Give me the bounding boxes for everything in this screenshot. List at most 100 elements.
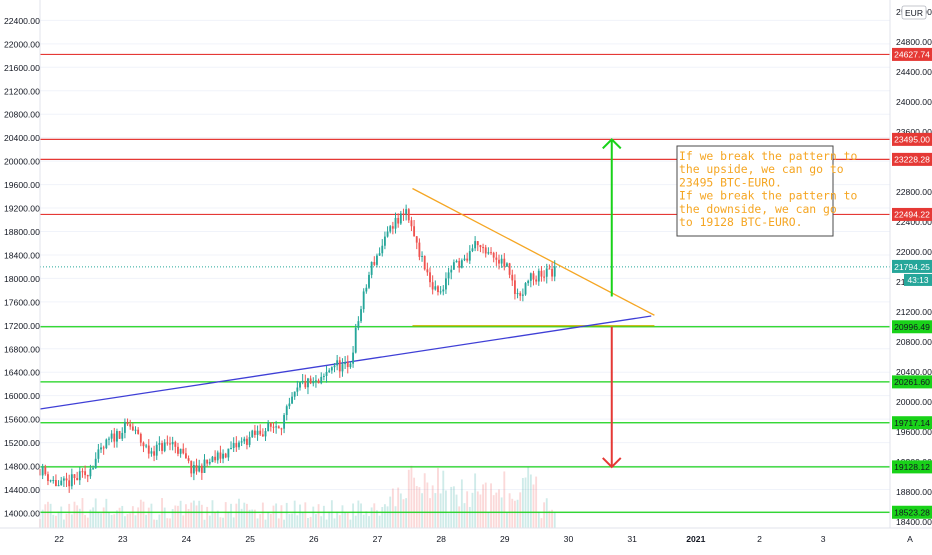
level-price-tag[interactable] xyxy=(892,505,932,519)
current-price-tag[interactable] xyxy=(892,259,932,273)
upside-target-arrow-head[interactable] xyxy=(602,137,622,150)
candle-body xyxy=(60,480,63,486)
auto-scale-toggle[interactable]: A xyxy=(907,534,913,544)
left-axis-tick: 20400.00 xyxy=(4,133,40,143)
volume-bar xyxy=(192,500,195,528)
level-price-label: 20996.49 xyxy=(894,322,930,332)
volume-bar xyxy=(397,487,400,528)
volume-bar xyxy=(391,488,394,528)
volume-bar xyxy=(399,493,402,528)
candle-body xyxy=(158,443,161,445)
right-axis-tick: 20400.00 xyxy=(896,367,932,377)
right-axis-tick: 24400.00 xyxy=(896,67,932,77)
volume-bar xyxy=(200,504,203,528)
candle-body xyxy=(365,287,368,292)
downside-target-arrow-head[interactable] xyxy=(602,457,622,469)
candle-body xyxy=(230,447,232,449)
candle-body xyxy=(161,443,163,451)
volume-bar xyxy=(376,510,378,528)
volume-bar xyxy=(179,500,182,528)
volume-bar xyxy=(227,511,230,528)
candle-body xyxy=(344,362,347,365)
candle-body xyxy=(312,380,315,384)
left-axis-tick: 18000.00 xyxy=(4,274,40,284)
candle-body xyxy=(399,213,402,224)
volume-bar xyxy=(155,519,158,528)
volume-bar xyxy=(142,501,145,528)
volume-bar xyxy=(415,486,418,528)
volume-bar xyxy=(65,513,68,528)
candle-body xyxy=(211,456,214,463)
currency-badge[interactable] xyxy=(901,5,927,20)
left-axis-tick: 17600.00 xyxy=(4,297,40,307)
candle-body xyxy=(116,431,118,442)
left-axis-tick: 19200.00 xyxy=(4,204,40,214)
volume-bar xyxy=(540,518,543,528)
volume-bar xyxy=(153,519,156,528)
level-price-tag[interactable] xyxy=(892,47,932,61)
right-axis-tick: 23600.00 xyxy=(896,127,932,137)
target-arrows[interactable] xyxy=(602,137,622,469)
volume-bar xyxy=(232,517,235,528)
volume-bar xyxy=(208,515,211,528)
candle-body xyxy=(251,430,254,438)
level-price-label: 22494.22 xyxy=(894,210,930,220)
trendlines[interactable] xyxy=(39,187,655,410)
candle-body xyxy=(102,447,105,449)
candle-body xyxy=(296,387,299,392)
volume-bar xyxy=(166,518,169,528)
candle-body xyxy=(455,260,458,263)
volume-bar xyxy=(357,500,360,528)
candle-body xyxy=(391,226,394,229)
candle-body xyxy=(442,289,445,292)
candle-body xyxy=(139,433,142,443)
level-price-tag[interactable] xyxy=(892,416,932,430)
volume-bar xyxy=(383,504,386,528)
level-price-tag[interactable] xyxy=(892,132,932,146)
candle-body xyxy=(169,443,171,445)
volume-bar xyxy=(269,513,272,528)
level-price-tag[interactable] xyxy=(892,207,932,221)
left-axis-tick: 22000.00 xyxy=(4,39,40,49)
volume-bar xyxy=(338,515,341,528)
candle-body xyxy=(386,231,389,237)
volume-bar xyxy=(320,516,323,528)
volume-bar xyxy=(452,486,455,528)
level-price-tag[interactable] xyxy=(892,152,932,166)
level-price-label: 19717.14 xyxy=(894,418,930,428)
volume-bar xyxy=(529,474,532,528)
candle-body xyxy=(76,477,79,481)
candle-body xyxy=(535,279,538,282)
candle-body xyxy=(540,270,543,277)
volume-bar xyxy=(280,505,283,528)
volume-bar xyxy=(94,498,97,528)
candle-body xyxy=(426,269,429,273)
right-axis-tick: 20000.00 xyxy=(896,397,932,407)
volume-bar xyxy=(68,503,71,528)
volume-bar xyxy=(381,507,384,528)
volume-bar xyxy=(134,515,137,528)
candle-body xyxy=(474,241,477,249)
candle-body xyxy=(354,327,357,353)
volume-bar xyxy=(177,505,179,528)
level-price-tag[interactable] xyxy=(892,320,932,334)
currency-label: EUR xyxy=(905,8,923,18)
volume-bar xyxy=(463,503,466,528)
volume-bar xyxy=(49,503,52,528)
volume-bar xyxy=(370,507,373,528)
candle-body xyxy=(110,433,113,439)
level-price-tag[interactable] xyxy=(892,375,932,389)
volume-bar xyxy=(123,516,126,528)
candle-body xyxy=(137,429,140,434)
annotation-box[interactable]: If we break the pattern to the upside, we… xyxy=(676,145,857,237)
annotation-frame[interactable] xyxy=(676,145,834,237)
volume-bar xyxy=(551,509,553,528)
level-price-tag[interactable] xyxy=(892,460,932,474)
triangle-upper-line[interactable] xyxy=(412,187,655,316)
volume-bar xyxy=(521,477,524,528)
candle-body xyxy=(299,382,301,388)
time-axis-tick: 26 xyxy=(309,534,319,544)
time-axis-tick: 28 xyxy=(436,534,446,544)
